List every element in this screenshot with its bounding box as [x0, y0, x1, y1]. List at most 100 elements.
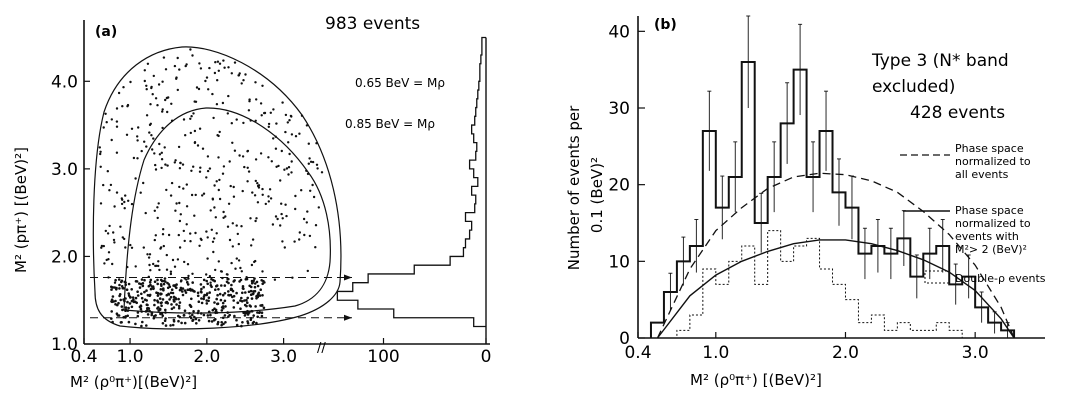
scatter-point — [183, 260, 186, 264]
scatter-point — [233, 149, 237, 152]
scatter-point — [206, 236, 209, 239]
scatter-point — [124, 194, 127, 197]
scatter-point — [196, 291, 200, 295]
scatter-point — [267, 125, 270, 128]
scatter-point — [223, 66, 226, 69]
scatter-point — [280, 212, 283, 216]
scatter-point — [132, 298, 135, 302]
scatter-point — [196, 144, 200, 147]
scatter-point — [272, 137, 275, 140]
scatter-point — [215, 284, 219, 287]
scatter-point — [152, 74, 155, 78]
scatter-point — [249, 318, 253, 322]
scatter-point — [279, 224, 282, 227]
scatter-point — [115, 151, 119, 154]
scatter-point — [121, 236, 125, 239]
scatter-point — [226, 112, 229, 115]
scatter-point — [245, 276, 248, 279]
scatter-point — [130, 305, 134, 309]
scatter-point — [124, 246, 127, 249]
scatter-point — [256, 284, 260, 288]
scatter-point — [216, 302, 219, 306]
scatter-point — [179, 280, 183, 283]
scatter-point — [153, 298, 156, 302]
scatter-point — [111, 320, 114, 324]
scatter-point — [267, 122, 271, 126]
panel-b-x-tick-label: 1.0 — [702, 343, 729, 363]
panel-b-annotation-line1: Type 3 (N* band — [871, 51, 1009, 71]
scatter-point — [217, 288, 220, 291]
scatter-point — [208, 275, 212, 278]
scatter-point — [145, 114, 149, 117]
scatter-point — [198, 62, 201, 65]
scatter-point — [276, 217, 279, 221]
scatter-point — [240, 82, 243, 85]
scatter-point — [246, 180, 249, 183]
scatter-point — [170, 181, 174, 185]
scatter-point — [188, 312, 191, 315]
scatter-point — [146, 303, 149, 307]
scatter-point — [166, 286, 170, 290]
scatter-point — [312, 195, 316, 199]
scatter-point — [222, 59, 225, 62]
scatter-point — [284, 203, 287, 206]
scatter-point — [160, 292, 163, 296]
scatter-point — [285, 214, 288, 218]
scatter-point — [311, 160, 315, 164]
scatter-point — [218, 62, 222, 65]
scatter-point — [274, 215, 278, 218]
scatter-point — [172, 298, 176, 301]
scatter-point — [258, 311, 262, 314]
scatter-point — [99, 202, 103, 205]
scatter-point — [143, 79, 146, 83]
scatter-point — [161, 108, 164, 111]
scatter-point — [189, 304, 192, 308]
scatter-point — [237, 259, 241, 262]
scatter-point — [132, 156, 136, 160]
scatter-point — [114, 278, 117, 282]
scatter-point — [288, 119, 291, 122]
scatter-point — [107, 276, 110, 279]
scatter-point — [164, 280, 167, 283]
scatter-point — [283, 168, 286, 171]
scatter-point — [158, 142, 161, 146]
scatter-point — [231, 222, 234, 225]
scatter-point — [241, 285, 245, 288]
scatter-point — [177, 233, 180, 237]
scatter-point — [150, 134, 153, 137]
scatter-point — [160, 151, 163, 154]
scatter-point — [165, 253, 168, 257]
scatter-point — [146, 253, 149, 256]
scatter-point — [298, 238, 301, 241]
scatter-point — [190, 169, 193, 172]
scatter-point — [157, 202, 160, 205]
scatter-point — [152, 262, 155, 266]
scatter-point — [194, 317, 198, 321]
scatter-point — [249, 293, 253, 297]
scatter-point — [191, 54, 194, 57]
scatter-point — [213, 206, 216, 209]
scatter-point — [247, 170, 251, 173]
scatter-point — [145, 324, 148, 327]
scatter-point — [252, 314, 255, 317]
scatter-point — [235, 118, 238, 121]
scatter-point — [105, 121, 108, 124]
scatter-point — [262, 306, 266, 310]
scatter-point — [307, 142, 310, 145]
scatter-point — [106, 170, 110, 173]
scatter-point — [182, 313, 186, 317]
scatter-point — [206, 282, 209, 286]
scatter-point — [215, 180, 218, 183]
scatter-point — [240, 296, 243, 300]
scatter-point — [141, 300, 145, 304]
scatter-point — [136, 139, 139, 142]
scatter-point — [189, 117, 192, 121]
scatter-point — [218, 292, 222, 296]
scatter-point — [315, 163, 319, 166]
panel-a-x-tick-label: 0.4 — [70, 347, 97, 367]
scatter-point — [174, 159, 177, 162]
scatter-point — [134, 265, 137, 268]
scatter-point — [309, 189, 312, 192]
scatter-point — [170, 303, 173, 306]
scatter-point — [121, 308, 124, 312]
